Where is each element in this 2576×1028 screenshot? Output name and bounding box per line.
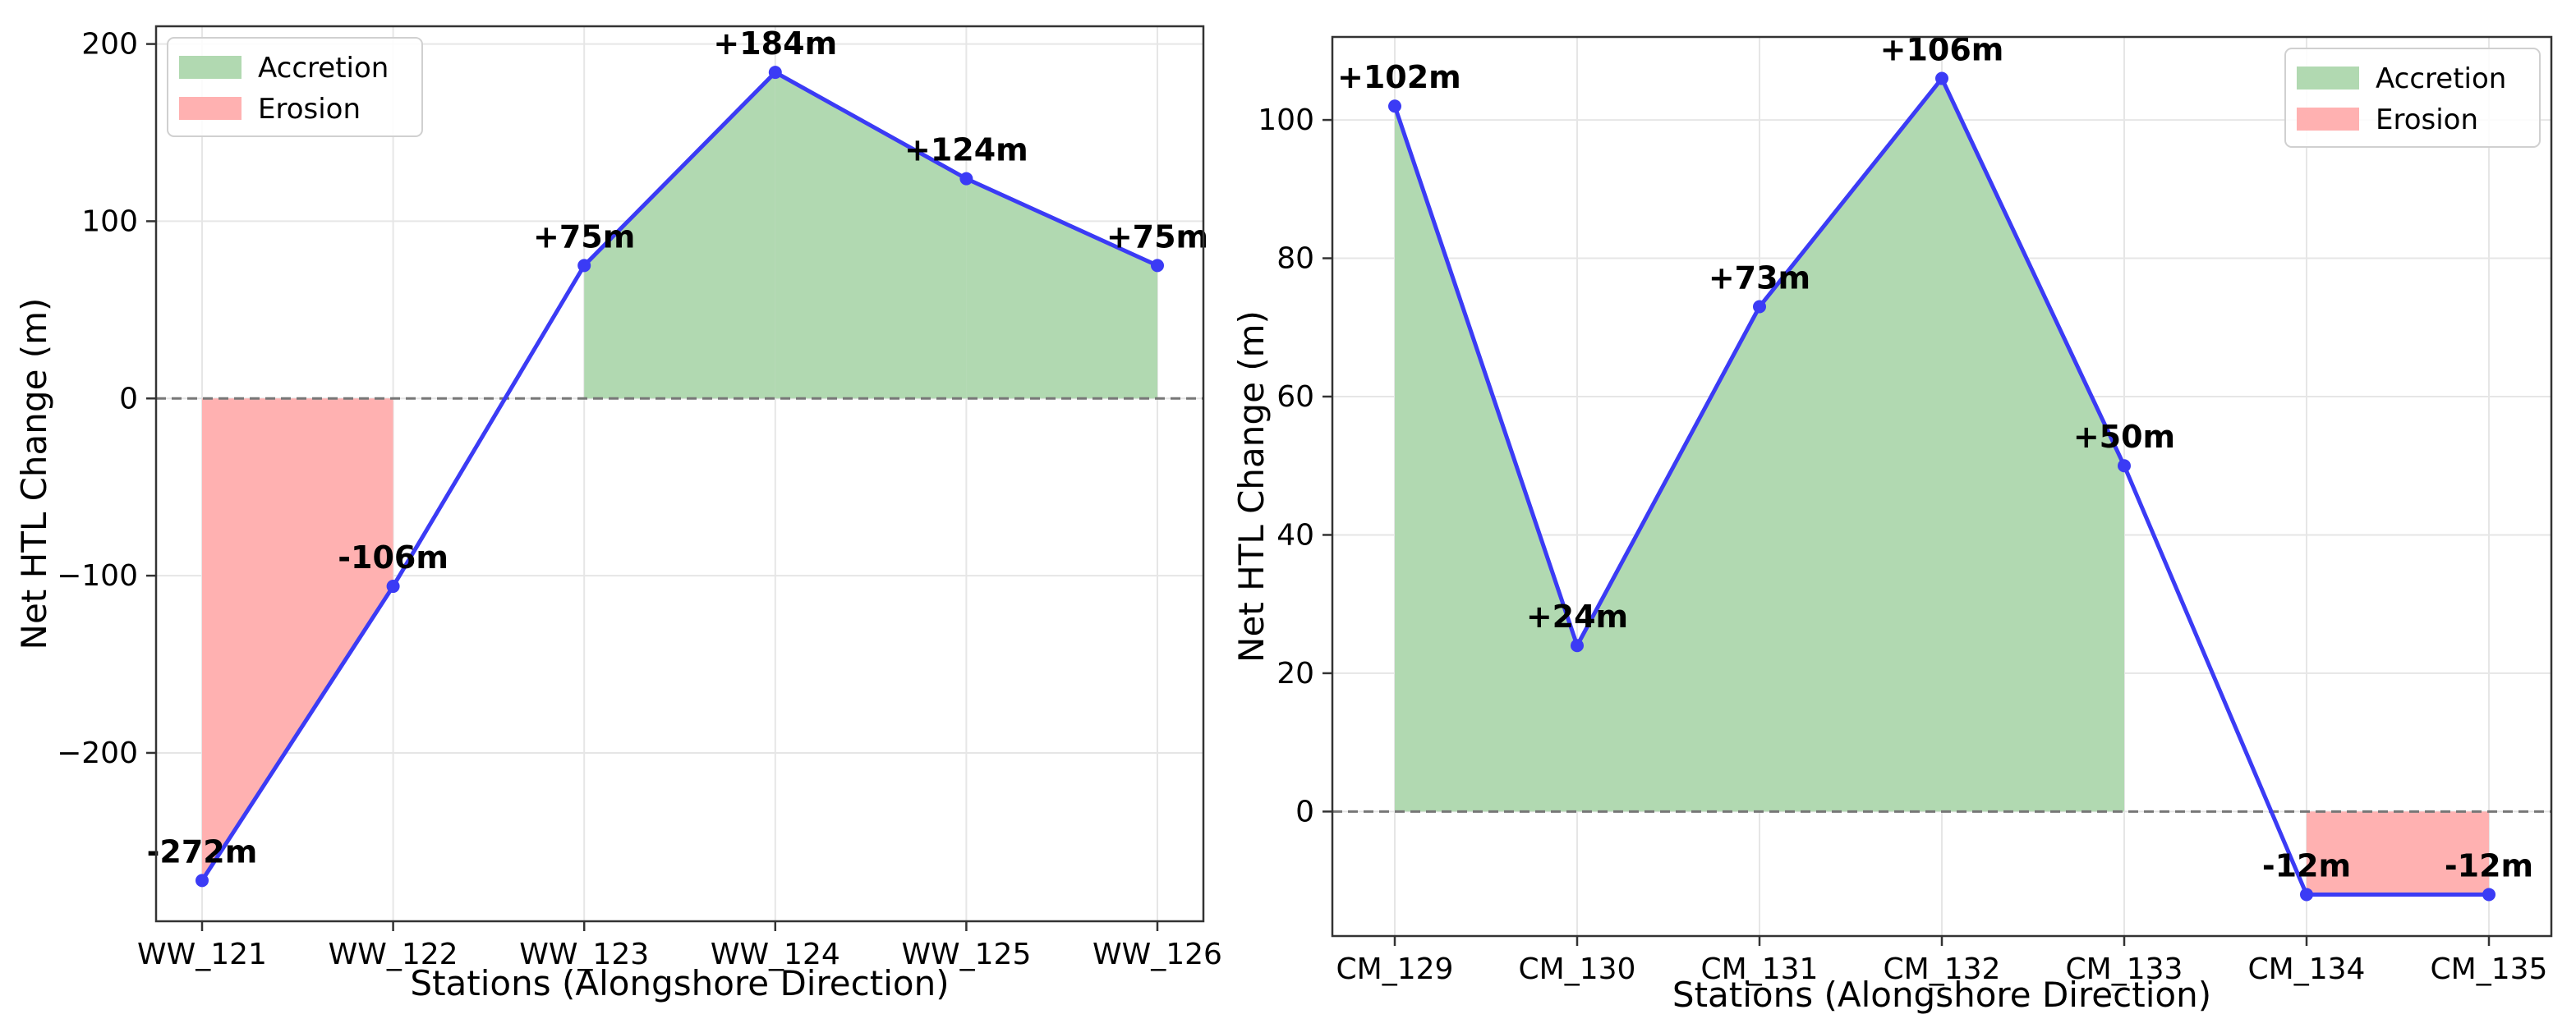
data-label: +50m	[2073, 419, 2175, 455]
legend-label: Erosion	[2376, 103, 2478, 136]
legend-label: Erosion	[258, 93, 361, 126]
data-point	[386, 580, 400, 594]
legend-swatch	[2297, 108, 2359, 131]
accretion-area	[1942, 78, 2124, 812]
data-point	[2118, 459, 2131, 473]
accretion-area	[1577, 306, 1760, 812]
y-tick-label: 0	[1295, 795, 1314, 828]
data-point	[1753, 300, 1766, 314]
data-label: -272m	[147, 833, 258, 870]
plot-frame	[154, 25, 1205, 923]
y-tick-label: 60	[1276, 380, 1314, 414]
x-tick-label: CM_129	[1336, 952, 1454, 986]
data-point	[1935, 71, 1948, 85]
legend-swatch	[179, 56, 242, 79]
erosion-area	[2307, 811, 2489, 895]
y-tick-label: −200	[57, 737, 138, 770]
y-tick-label: 40	[1276, 518, 1314, 552]
y-axis-label: Net HTL Change (m)	[14, 298, 54, 650]
x-tick-label: WW_122	[329, 938, 458, 971]
y-axis-label: Net HTL Change (m)	[1231, 310, 1272, 663]
data-label: -106m	[338, 539, 448, 576]
x-tick-label: WW_126	[1092, 938, 1222, 971]
accretion-area	[584, 72, 775, 399]
data-point	[577, 259, 591, 273]
x-tick-label: CM_130	[1519, 952, 1636, 986]
y-tick-label: 100	[81, 204, 138, 238]
x-tick-label: CM_132	[1884, 952, 2001, 986]
y-tick-label: 100	[1258, 103, 1314, 137]
data-label: +75m	[1106, 218, 1208, 255]
x-tick-label: CM_133	[2066, 952, 2183, 986]
erosion-area	[202, 398, 393, 881]
data-label: -12m	[2445, 847, 2533, 883]
data-point	[196, 874, 209, 888]
series-line	[200, 70, 1159, 882]
accretion-area	[1760, 78, 1942, 812]
x-tick-label: WW_125	[901, 938, 1031, 971]
y-tick-label: 20	[1276, 657, 1314, 691]
data-label: +124m	[904, 132, 1028, 168]
data-point	[1151, 259, 1164, 273]
data-point	[959, 172, 973, 186]
data-point	[2300, 888, 2313, 902]
x-tick-label: CM_134	[2248, 952, 2366, 986]
data-label: -12m	[2262, 847, 2351, 883]
accretion-area	[966, 178, 1157, 399]
data-label: +75m	[533, 218, 635, 255]
x-axis-label: Stations (Alongshore Direction)	[410, 963, 949, 1003]
data-point	[2482, 888, 2496, 902]
legend-swatch	[179, 97, 242, 120]
legend-label: Accretion	[2376, 62, 2506, 95]
data-point	[1388, 99, 1401, 113]
data-point	[768, 66, 782, 80]
y-tick-label: 0	[119, 382, 138, 415]
accretion-area	[775, 72, 967, 399]
y-tick-label: −100	[57, 559, 138, 593]
legend-swatch	[2297, 67, 2359, 89]
data-point	[1571, 639, 1584, 653]
chart-left: -272m -106m +75m +184m +124m +75m WW_121 WW_122…	[14, 25, 1222, 1003]
x-tick-label: WW_124	[711, 938, 840, 971]
data-label: +102m	[1337, 59, 1461, 95]
x-tick-label: CM_135	[2431, 952, 2548, 986]
x-tick-label: CM_131	[1701, 952, 1819, 986]
legend-label: Accretion	[258, 52, 389, 85]
y-tick-label: 80	[1276, 242, 1314, 276]
data-label: +73m	[1709, 260, 1810, 296]
x-tick-label: WW_123	[519, 938, 649, 971]
y-tick-label: 200	[81, 28, 138, 62]
x-tick-label: WW_121	[137, 938, 267, 971]
accretion-area	[1395, 106, 1577, 812]
data-label: +24m	[1526, 599, 1628, 635]
x-axis-label: Stations (Alongshore Direction)	[1672, 975, 2211, 1015]
data-label: +184m	[713, 25, 837, 62]
